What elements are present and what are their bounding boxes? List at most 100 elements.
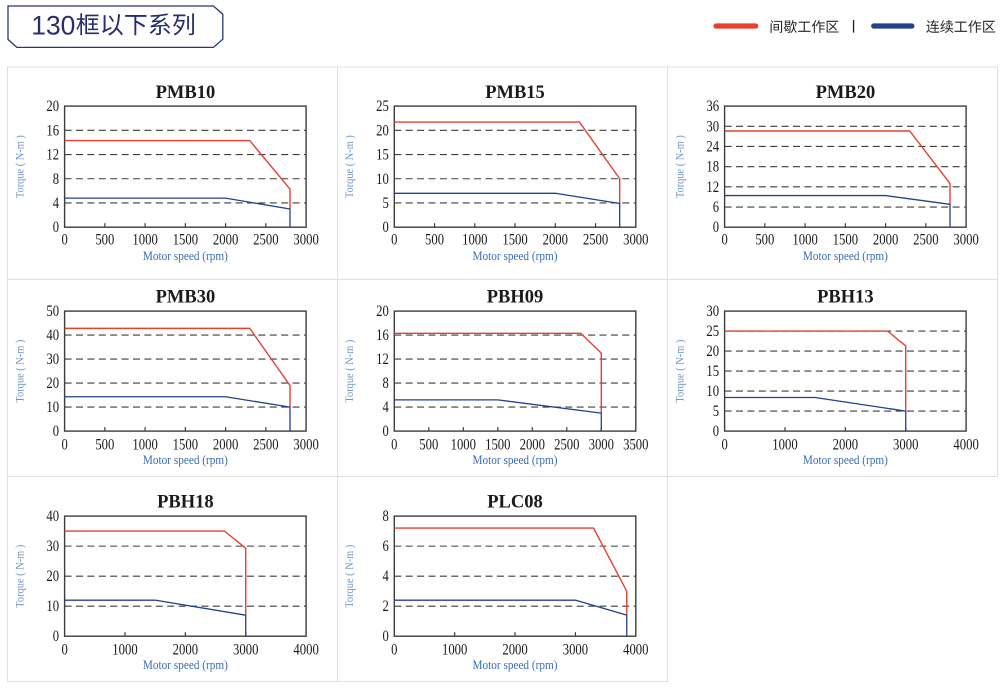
svg-text:2500: 2500 [554,436,580,453]
svg-text:2500: 2500 [253,436,279,453]
svg-text:3000: 3000 [589,436,615,453]
svg-text:Motor speed (rpm): Motor speed (rpm) [473,248,558,263]
svg-text:PMB15: PMB15 [485,83,545,103]
svg-text:3000: 3000 [293,436,319,453]
svg-text:1500: 1500 [485,436,511,453]
svg-text:8: 8 [383,508,390,525]
svg-text:0: 0 [713,423,720,440]
svg-text:0: 0 [721,436,728,453]
svg-text:Torque ( N-m ): Torque ( N-m ) [13,545,27,608]
svg-text:16: 16 [46,122,59,139]
svg-text:2000: 2000 [543,231,569,248]
svg-text:Torque ( N-m ): Torque ( N-m ) [342,135,356,198]
svg-text:1000: 1000 [132,231,158,248]
svg-text:Motor speed (rpm): Motor speed (rpm) [803,248,888,263]
svg-text:40: 40 [46,327,59,344]
svg-text:2000: 2000 [173,641,199,658]
svg-text:20: 20 [46,568,59,585]
svg-text:20: 20 [376,122,389,139]
svg-text:6: 6 [713,199,720,216]
svg-text:500: 500 [755,231,774,248]
svg-text:Torque ( N-m ): Torque ( N-m ) [13,135,27,198]
svg-text:25: 25 [706,323,719,340]
svg-text:1000: 1000 [462,231,488,248]
svg-text:10: 10 [46,598,59,615]
svg-text:8: 8 [53,171,60,188]
svg-text:1500: 1500 [173,231,199,248]
svg-text:0: 0 [383,423,390,440]
svg-text:3000: 3000 [893,436,919,453]
svg-text:4: 4 [383,568,390,585]
svg-text:4000: 4000 [623,641,649,658]
svg-text:20: 20 [706,343,719,360]
svg-text:2000: 2000 [213,436,239,453]
svg-text:20: 20 [46,375,59,392]
svg-text:Torque ( N-m ): Torque ( N-m ) [672,135,686,198]
svg-text:PLC08: PLC08 [487,493,543,513]
svg-text:5: 5 [383,195,390,212]
svg-text:500: 500 [95,231,114,248]
svg-text:Motor speed (rpm): Motor speed (rpm) [143,248,228,263]
svg-text:20: 20 [46,98,59,115]
svg-text:0: 0 [383,628,390,645]
svg-text:3000: 3000 [623,231,649,248]
svg-text:3000: 3000 [953,231,979,248]
svg-text:PBH09: PBH09 [487,288,544,308]
svg-text:1500: 1500 [833,231,859,248]
svg-text:12: 12 [46,147,59,164]
svg-text:1000: 1000 [112,641,138,658]
svg-text:Motor speed (rpm): Motor speed (rpm) [473,452,558,467]
svg-text:15: 15 [706,363,719,380]
svg-text:Motor speed (rpm): Motor speed (rpm) [473,657,558,672]
svg-text:10: 10 [376,171,389,188]
svg-text:2500: 2500 [253,231,279,248]
svg-text:4000: 4000 [953,436,979,453]
svg-text:0: 0 [391,231,398,248]
svg-text:36: 36 [706,98,719,115]
svg-text:PBH18: PBH18 [157,493,214,513]
svg-text:2: 2 [383,598,389,615]
svg-text:2000: 2000 [873,231,899,248]
svg-text:10: 10 [46,399,59,416]
svg-text:15: 15 [376,147,389,164]
svg-text:24: 24 [706,138,719,155]
svg-text:Torque ( N-m ): Torque ( N-m ) [672,340,686,403]
svg-text:0: 0 [53,219,60,236]
svg-text:PMB10: PMB10 [156,83,216,103]
svg-text:2000: 2000 [833,436,859,453]
svg-text:18: 18 [706,159,719,176]
svg-text:4000: 4000 [293,641,319,658]
svg-text:0: 0 [61,641,68,658]
svg-text:50: 50 [46,303,59,320]
svg-text:1000: 1000 [772,436,798,453]
svg-text:Motor speed (rpm): Motor speed (rpm) [143,657,228,672]
svg-text:6: 6 [383,538,390,555]
svg-text:20: 20 [376,303,389,320]
svg-text:3500: 3500 [623,436,649,453]
svg-text:4: 4 [383,399,390,416]
svg-text:30: 30 [46,538,59,555]
svg-text:PBH13: PBH13 [817,288,874,308]
svg-text:1000: 1000 [451,436,477,453]
svg-text:PMB30: PMB30 [156,288,216,308]
svg-text:Torque ( N-m ): Torque ( N-m ) [342,545,356,608]
svg-text:500: 500 [419,436,438,453]
svg-text:10: 10 [706,383,719,400]
svg-text:1500: 1500 [502,231,528,248]
svg-text:1000: 1000 [442,641,468,658]
svg-text:12: 12 [376,351,389,368]
svg-text:0: 0 [391,641,398,658]
svg-text:Motor speed (rpm): Motor speed (rpm) [803,452,888,467]
svg-text:3000: 3000 [233,641,259,658]
svg-text:2500: 2500 [913,231,939,248]
svg-text:PMB20: PMB20 [816,83,876,103]
svg-text:Torque ( N-m ): Torque ( N-m ) [13,340,27,403]
svg-text:30: 30 [706,118,719,135]
svg-text:30: 30 [46,351,59,368]
svg-text:2000: 2000 [213,231,239,248]
svg-text:1000: 1000 [132,436,158,453]
svg-text:16: 16 [376,327,389,344]
svg-text:30: 30 [706,303,719,320]
svg-text:2500: 2500 [583,231,609,248]
svg-text:0: 0 [713,219,720,236]
